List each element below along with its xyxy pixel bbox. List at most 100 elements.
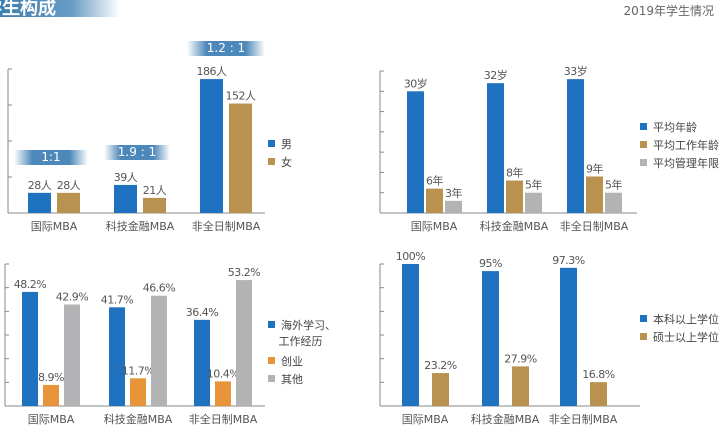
- data-label: 28人: [28, 179, 52, 192]
- bar-3-1-0: [432, 373, 449, 406]
- bar-1-0-1: [487, 83, 504, 214]
- legend-item: 男: [268, 137, 292, 153]
- legend-label: 其他: [281, 373, 303, 386]
- bar-2-0-2: [194, 319, 210, 406]
- legend-swatch: [268, 375, 275, 382]
- data-label: 10.4%: [207, 367, 239, 380]
- bar-0-1-0: [57, 192, 80, 213]
- data-label: 11.7%: [122, 364, 154, 377]
- bar-3-1-1: [512, 366, 529, 406]
- data-label: 97.3%: [552, 254, 584, 267]
- bar-3-0-2: [560, 267, 577, 406]
- bar-2-0-1: [109, 307, 125, 406]
- bar-2-1-1: [130, 378, 146, 406]
- bar-2-1-0: [43, 384, 59, 406]
- bar-3-0-1: [482, 271, 499, 406]
- data-label: 23.2%: [424, 359, 456, 372]
- legend-item: 创业: [268, 354, 303, 370]
- data-label: 8.9%: [38, 371, 64, 384]
- data-label: 30岁: [404, 76, 428, 90]
- bar-1-0-0: [407, 91, 424, 213]
- legend-label: 平均工作年龄: [653, 139, 719, 152]
- legend-swatch: [268, 357, 275, 364]
- bar-0-0-2: [200, 79, 223, 213]
- data-label: 16.8%: [582, 368, 614, 381]
- x-tick-label: 科技金融MBA: [106, 219, 175, 233]
- bar-0-1-2: [229, 103, 252, 213]
- bar-1-1-0: [426, 188, 443, 213]
- data-label: 46.6%: [143, 282, 175, 295]
- bar-1-1-2: [586, 176, 603, 213]
- legend-label: 平均管理年限: [653, 157, 719, 170]
- legend-swatch: [268, 321, 275, 328]
- legend-item: 平均管理年限: [640, 156, 719, 172]
- legend-label: 本科以上学位: [653, 313, 719, 326]
- x-tick-label: 科技金融MBA: [480, 219, 549, 233]
- x-tick-label: 国际MBA: [411, 220, 458, 233]
- x-tick-label: 非全日制MBA: [192, 219, 261, 233]
- legend-swatch: [640, 333, 647, 340]
- page-title: 学生构成: [0, 0, 56, 19]
- data-label: 41.7%: [101, 293, 133, 306]
- legend-item: 硕士以上学位: [640, 330, 719, 346]
- data-label: 5年: [525, 178, 542, 192]
- legend-swatch: [640, 141, 647, 148]
- bar-1-0-2: [567, 79, 584, 213]
- ratio-banner: 1.9 : 1: [104, 145, 170, 160]
- x-tick-label: 非全日制MBA: [549, 412, 618, 426]
- ratio-banner: 1.2 : 1: [187, 41, 265, 56]
- bar-2-2-0: [64, 304, 80, 406]
- legend-item: 女: [268, 155, 292, 171]
- data-label: 33岁: [564, 64, 588, 78]
- data-label: 27.9%: [504, 352, 536, 365]
- data-label: 48.2%: [14, 278, 46, 291]
- bar-1-2-0: [445, 200, 462, 213]
- bar-2-1-2: [215, 381, 231, 406]
- data-label: 3年: [445, 186, 462, 200]
- bar-0-1-1: [143, 197, 166, 213]
- bar-1-2-2: [605, 192, 622, 213]
- x-tick-label: 国际MBA: [31, 220, 78, 233]
- bar-0-0-0: [28, 192, 51, 213]
- legend-swatch: [640, 123, 647, 130]
- data-label: 28人: [57, 179, 81, 192]
- legend-swatch: [268, 158, 275, 165]
- x-tick-label: 科技金融MBA: [471, 412, 540, 426]
- legend-item: 平均年龄: [640, 120, 697, 136]
- data-label: 100%: [396, 250, 425, 263]
- title-banner: [0, 0, 120, 17]
- data-label: 53.2%: [228, 266, 260, 279]
- x-tick-label: 非全日制MBA: [560, 219, 629, 233]
- legend-item: 平均工作年龄: [640, 138, 719, 154]
- legend-label: 硕士以上学位: [653, 331, 719, 344]
- legend-swatch: [640, 159, 647, 166]
- legend-label: 创业: [281, 355, 303, 368]
- data-label: 5年: [605, 178, 622, 192]
- bar-3-1-2: [590, 382, 607, 406]
- legend-swatch: [640, 315, 647, 322]
- data-label: 21人: [143, 184, 167, 197]
- x-tick-label: 国际MBA: [28, 413, 75, 426]
- data-label: 152人: [226, 90, 256, 103]
- x-tick-label: 科技金融MBA: [104, 412, 173, 426]
- ratio-banner: 1:1: [14, 150, 88, 165]
- legend-item: 本科以上学位: [640, 312, 719, 328]
- bar-1-2-1: [525, 192, 542, 213]
- data-label: 32岁: [484, 68, 508, 82]
- legend-item: 其他: [268, 372, 303, 388]
- bar-2-0-0: [22, 291, 38, 406]
- data-label: 39人: [114, 171, 138, 184]
- bar-3-0-0: [402, 264, 419, 406]
- data-label: 36.4%: [186, 306, 218, 319]
- legend-label: 男: [281, 138, 292, 151]
- legend-label: 海外学习、 工作经历: [278, 319, 336, 348]
- bar-0-0-1: [114, 184, 137, 213]
- x-tick-label: 非全日制MBA: [189, 412, 258, 426]
- page-subtitle: 2019年学生情况: [623, 4, 714, 18]
- data-label: 42.9%: [56, 290, 88, 303]
- data-label: 8年: [506, 166, 523, 180]
- bar-1-1-1: [506, 180, 523, 213]
- bar-2-2-2: [236, 280, 252, 406]
- legend-item: 海外学习、 工作经历: [268, 318, 336, 350]
